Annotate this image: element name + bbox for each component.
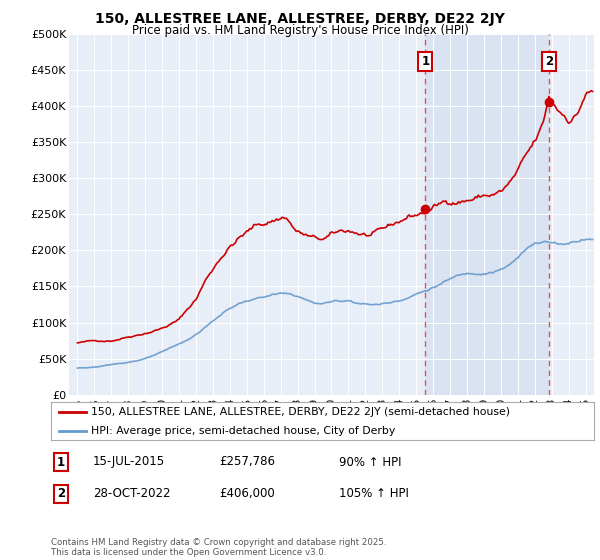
Text: 150, ALLESTREE LANE, ALLESTREE, DERBY, DE22 2JY: 150, ALLESTREE LANE, ALLESTREE, DERBY, D… [95, 12, 505, 26]
Text: 105% ↑ HPI: 105% ↑ HPI [339, 487, 409, 501]
Text: 15-JUL-2015: 15-JUL-2015 [93, 455, 165, 469]
Bar [425, 34, 549, 395]
Text: 150, ALLESTREE LANE, ALLESTREE, DERBY, DE22 2JY (semi-detached house): 150, ALLESTREE LANE, ALLESTREE, DERBY, D… [91, 407, 509, 417]
Text: 90% ↑ HPI: 90% ↑ HPI [339, 455, 401, 469]
Text: 2: 2 [545, 54, 553, 68]
Text: 1: 1 [421, 54, 430, 68]
Text: 28-OCT-2022: 28-OCT-2022 [93, 487, 170, 501]
Text: 2: 2 [57, 487, 65, 501]
Text: £406,000: £406,000 [219, 487, 275, 501]
Text: £257,786: £257,786 [219, 455, 275, 469]
Text: 1: 1 [57, 455, 65, 469]
Text: HPI: Average price, semi-detached house, City of Derby: HPI: Average price, semi-detached house,… [91, 426, 395, 436]
Text: Price paid vs. HM Land Registry's House Price Index (HPI): Price paid vs. HM Land Registry's House … [131, 24, 469, 37]
Text: Contains HM Land Registry data © Crown copyright and database right 2025.
This d: Contains HM Land Registry data © Crown c… [51, 538, 386, 557]
